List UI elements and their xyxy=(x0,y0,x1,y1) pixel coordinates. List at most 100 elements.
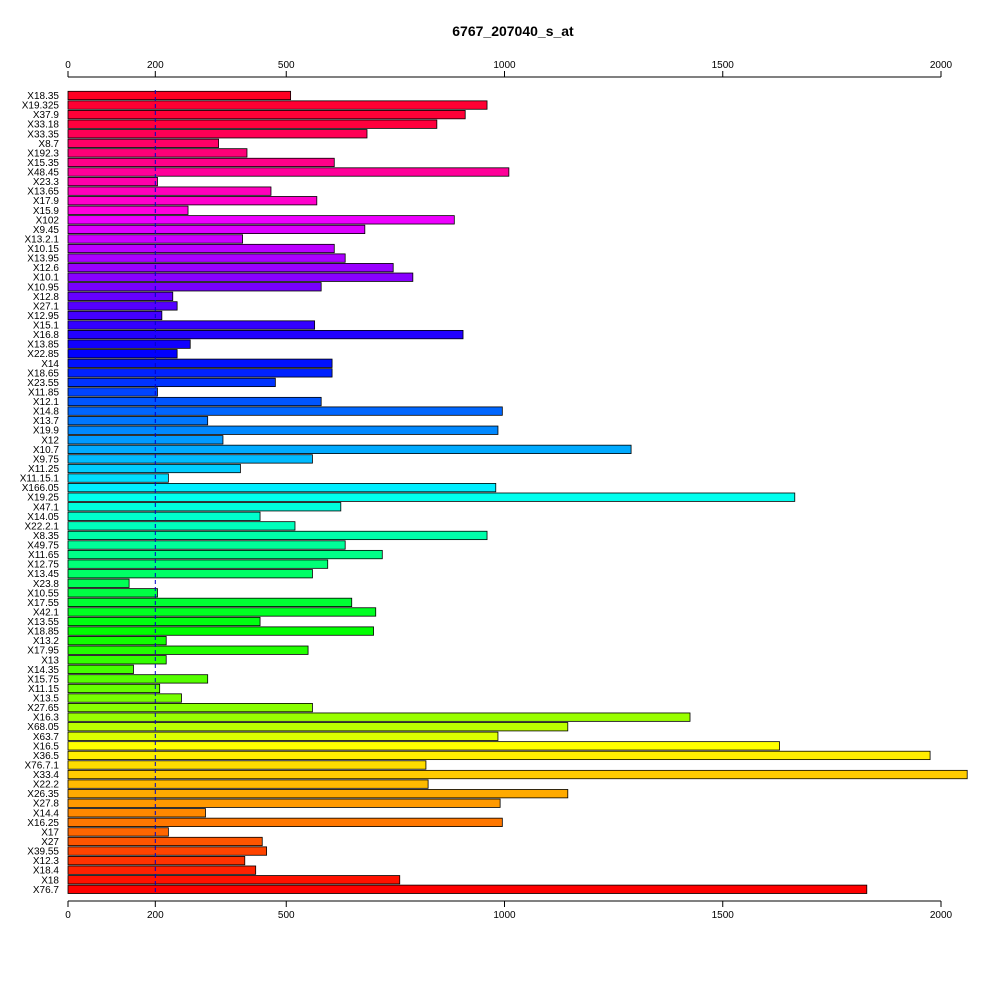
bar xyxy=(67,396,322,407)
bar xyxy=(67,693,182,703)
top-axis: 0 200 500 1000 1500 2000 xyxy=(65,60,953,78)
bar xyxy=(67,549,383,560)
bar xyxy=(67,100,488,110)
bar xyxy=(67,301,178,311)
category-label: X10.15 xyxy=(27,244,59,255)
category-label: X49.75 xyxy=(27,541,59,552)
bar xyxy=(67,196,318,206)
category-label: X33.35 xyxy=(27,129,59,140)
category-label: X12.95 xyxy=(27,311,59,322)
bar xyxy=(67,559,329,569)
category-label: X76.7 xyxy=(33,885,60,896)
bar xyxy=(67,817,503,827)
category-label: X13.55 xyxy=(27,617,59,628)
category-label: X13.2 xyxy=(33,636,60,647)
category-label: X17.9 xyxy=(33,196,60,207)
bottom-axis: 0 200 500 1000 1500 2000 xyxy=(65,900,953,921)
category-label: X42.1 xyxy=(33,607,60,618)
bar xyxy=(67,138,219,148)
bar xyxy=(67,722,569,732)
tick-label: 2000 xyxy=(930,910,953,921)
category-label: X12.8 xyxy=(33,292,60,303)
category-label: X18 xyxy=(41,875,59,886)
category-label: X68.05 xyxy=(27,722,59,733)
category-label: X27.65 xyxy=(27,703,59,714)
chart-title: 6767_207040_s_at xyxy=(452,23,574,39)
bar xyxy=(67,320,316,330)
category-label: X19.325 xyxy=(22,101,60,112)
category-label: X12.6 xyxy=(33,263,60,274)
bar xyxy=(67,521,296,531)
category-label: X17.55 xyxy=(27,598,59,609)
category-label: X16.25 xyxy=(27,818,59,829)
bar xyxy=(67,349,178,359)
bar xyxy=(67,703,313,713)
bar xyxy=(67,339,191,349)
category-label: X14.35 xyxy=(27,665,59,676)
category-label: X13.7 xyxy=(33,416,60,427)
bar xyxy=(67,243,335,254)
tick-label: 0 xyxy=(65,60,71,71)
bar xyxy=(67,808,206,818)
category-label: X13.95 xyxy=(27,254,59,265)
bar xyxy=(67,750,931,761)
bar xyxy=(67,741,780,751)
category-label: X13.65 xyxy=(27,187,59,198)
category-label: X14 xyxy=(41,359,59,370)
category-label: X33.4 xyxy=(33,770,60,781)
bar xyxy=(67,645,309,655)
bar xyxy=(67,540,346,550)
bar xyxy=(67,664,134,674)
category-label: X11.25 xyxy=(28,464,59,475)
bar xyxy=(67,607,377,617)
bar xyxy=(67,167,510,177)
category-label: X13.5 xyxy=(33,694,60,705)
category-label: X18.65 xyxy=(27,368,59,379)
category-label: X19.9 xyxy=(33,426,60,437)
bar xyxy=(67,760,427,770)
category-label: X8.7 xyxy=(38,139,59,150)
bar xyxy=(67,827,169,837)
category-label: X47.1 xyxy=(33,502,60,513)
category-label: X23.3 xyxy=(33,177,60,188)
bar xyxy=(67,798,501,808)
category-label: X15.9 xyxy=(33,206,60,217)
category-label: X11.15.1 xyxy=(20,474,60,485)
category-label: X9.45 xyxy=(33,225,60,236)
bar xyxy=(67,425,499,435)
category-label: X10.1 xyxy=(33,273,60,284)
category-label: X19.25 xyxy=(27,493,59,504)
bar xyxy=(67,511,261,521)
category-label: X22.2.1 xyxy=(25,521,60,532)
category-label: X8.35 xyxy=(33,531,60,542)
category-label: X22.2 xyxy=(33,780,60,791)
bar xyxy=(67,186,272,196)
bar xyxy=(67,454,313,464)
bar xyxy=(67,110,466,120)
category-label: X10.55 xyxy=(27,588,59,599)
category-label: X16.5 xyxy=(33,741,60,752)
tick-label: 2000 xyxy=(930,60,953,71)
bar xyxy=(67,329,464,340)
category-label: X27.8 xyxy=(33,799,60,810)
tick-label: 500 xyxy=(278,60,295,71)
bar xyxy=(67,875,401,885)
bar xyxy=(67,473,169,483)
bar xyxy=(67,712,691,722)
category-label: X13.45 xyxy=(27,569,59,580)
bar xyxy=(67,416,209,426)
bar xyxy=(67,884,868,894)
bar xyxy=(67,626,374,636)
category-label: X10.7 xyxy=(33,445,60,456)
bar xyxy=(67,836,263,847)
tick-label: 500 xyxy=(278,910,295,921)
bar xyxy=(67,779,429,789)
category-label: X12.1 xyxy=(33,397,60,408)
category-label: X39.55 xyxy=(27,847,59,858)
bar xyxy=(67,387,158,397)
bar xyxy=(67,253,346,263)
category-label: X13.85 xyxy=(27,340,59,351)
bar xyxy=(67,406,503,416)
category-label: X14.8 xyxy=(33,407,60,418)
